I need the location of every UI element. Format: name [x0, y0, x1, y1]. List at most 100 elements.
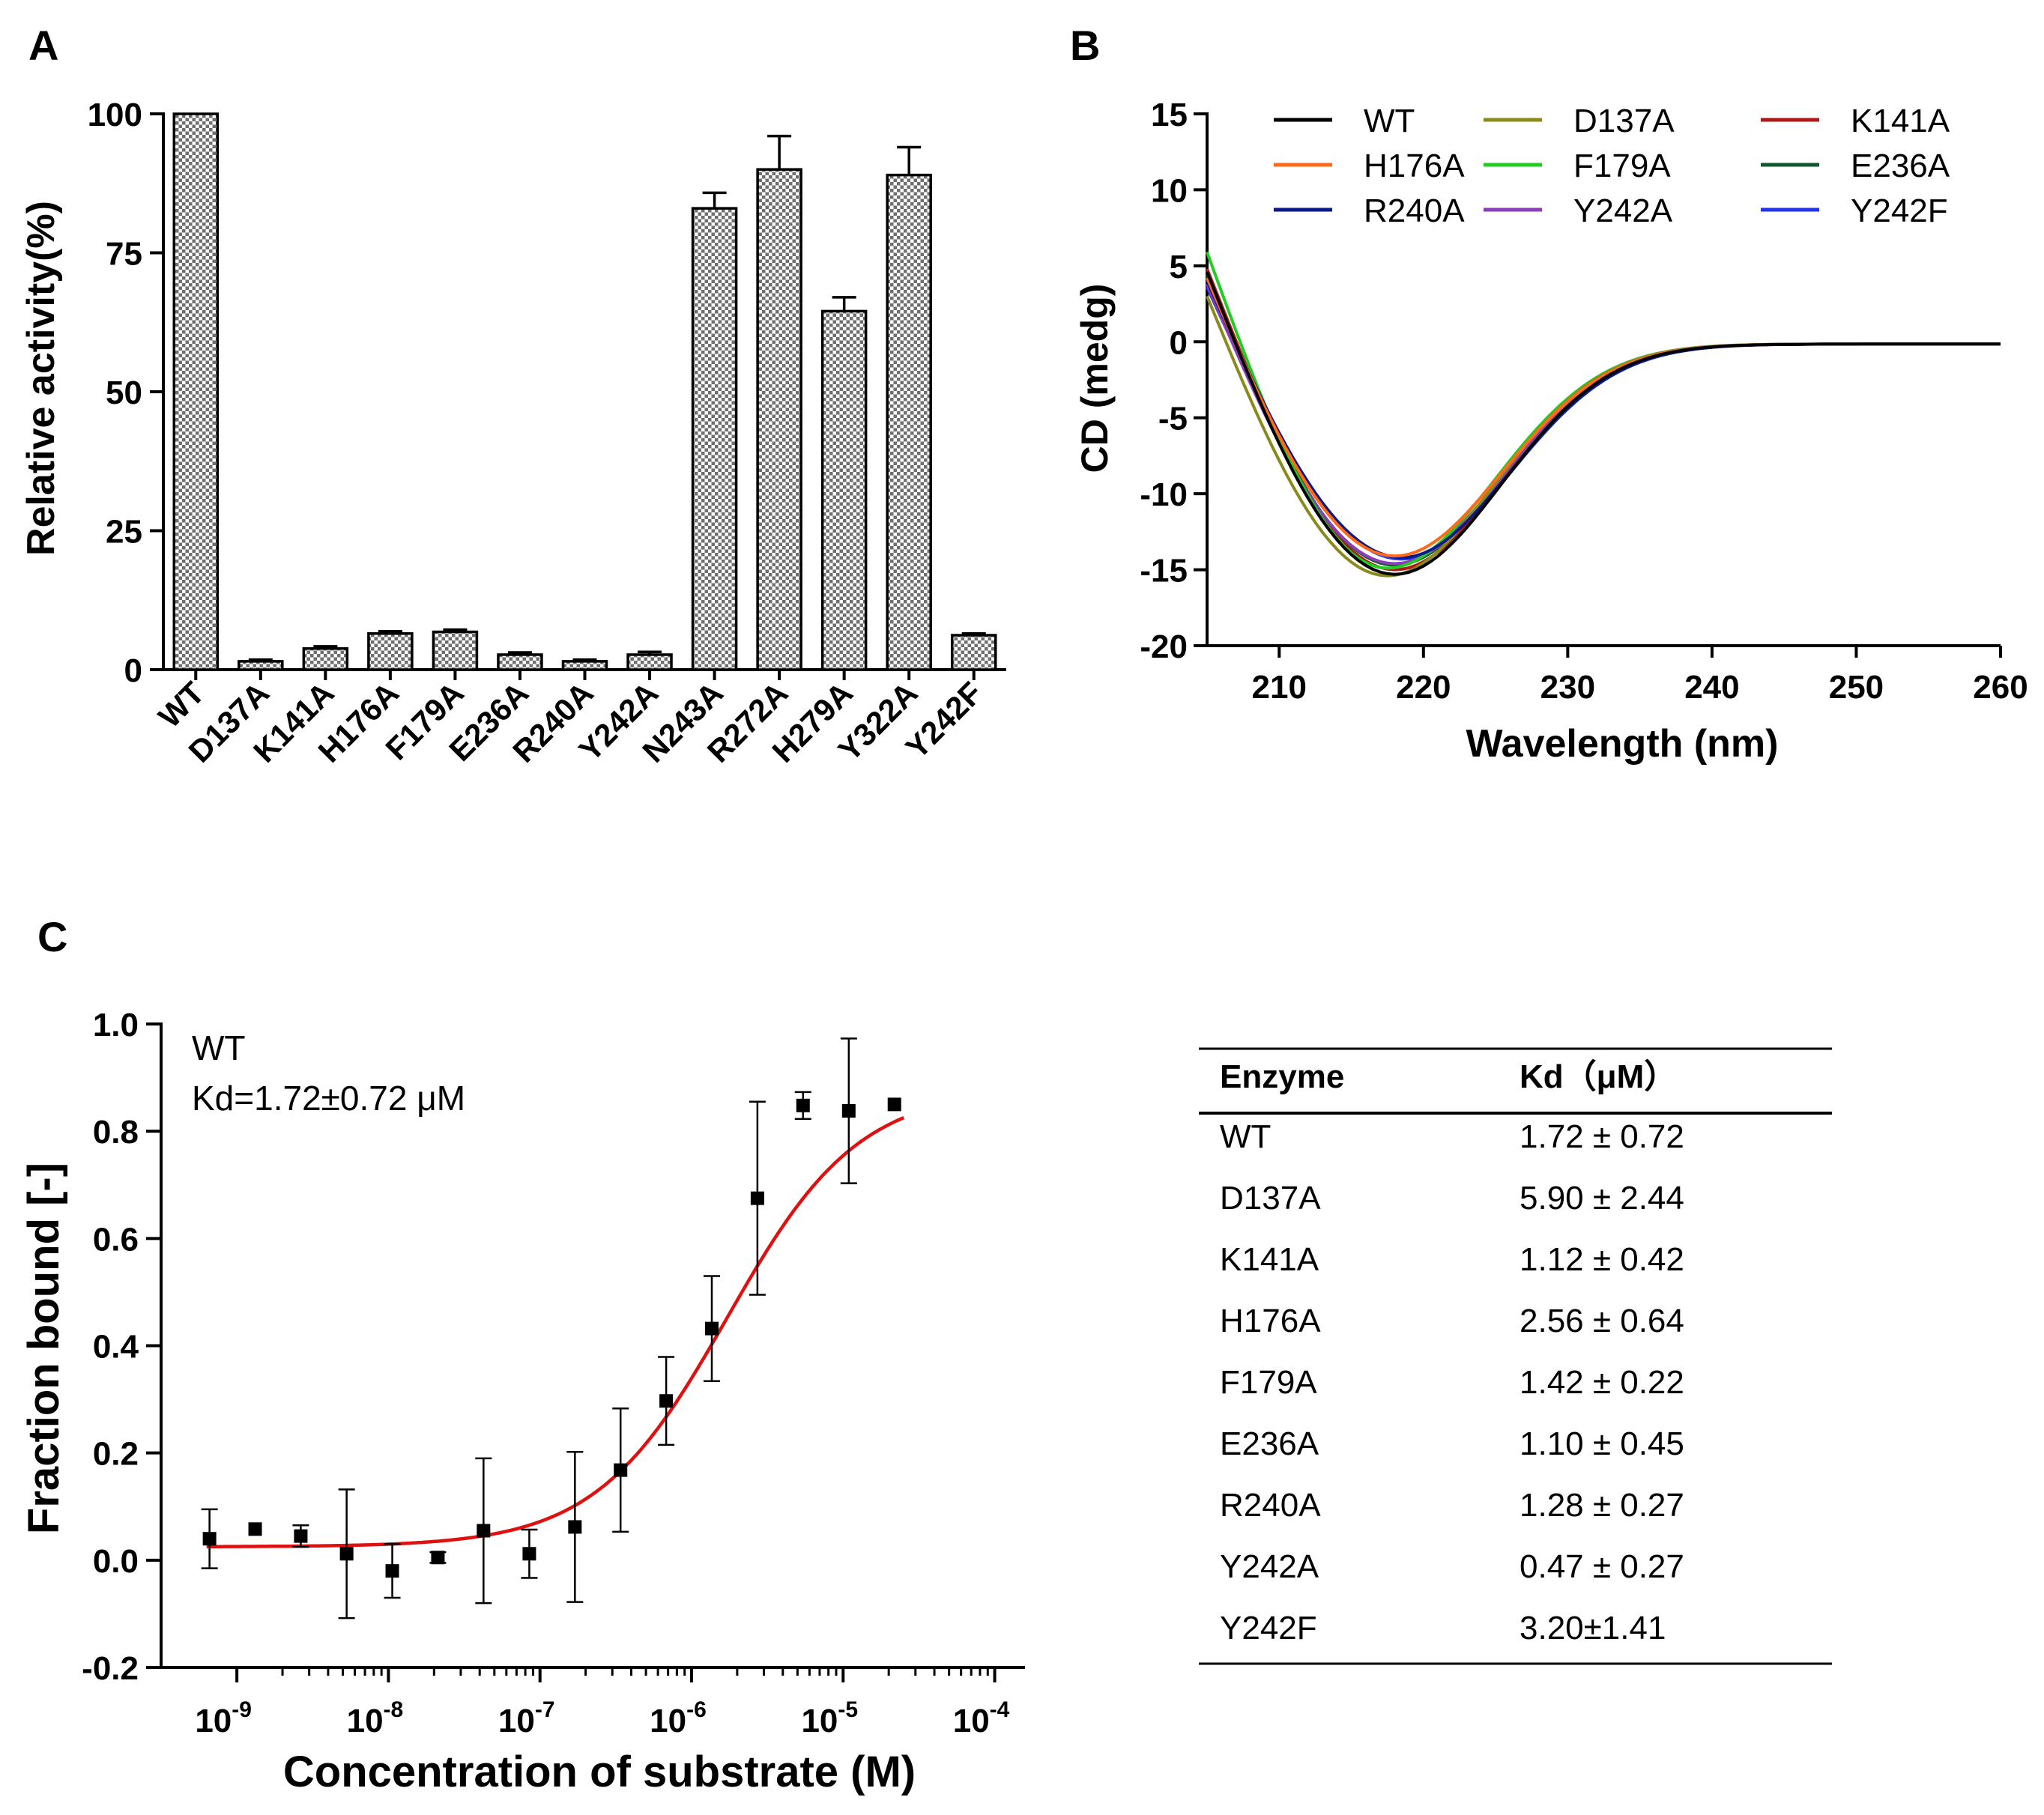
- cd-chart-y-tick-label: -15: [1140, 553, 1188, 590]
- bar-n243a: [691, 207, 738, 671]
- cd-legend-label-k141a: K141A: [1851, 103, 1950, 139]
- table-header-enzyme: Enzyme: [1220, 1058, 1344, 1095]
- cd-legend-label-y242f: Y242F: [1851, 193, 1948, 229]
- bar-y242a: [626, 653, 673, 671]
- bar-chart-relative-activity: Relative activity(%) 0255075100WTD137AK1…: [19, 97, 1006, 769]
- cd-chart-ylabel: CD (medg): [1074, 284, 1116, 473]
- cd-chart-y-tick-label: 10: [1151, 172, 1188, 209]
- cd-chart-xlabel: Wavelength (nm): [1466, 722, 1779, 766]
- binding-point: [659, 1394, 674, 1408]
- binding-point: [750, 1191, 764, 1205]
- table-cell-enzyme: D137A: [1220, 1180, 1321, 1216]
- binding-point: [202, 1532, 217, 1546]
- binding-chart-y-tick-label: 0.6: [93, 1221, 139, 1258]
- binding-chart-xlabel: Concentration of substrate (M): [283, 1748, 916, 1796]
- cd-series-h176a: [1206, 277, 2001, 558]
- panel-label-c: C: [37, 913, 67, 960]
- cd-legend-label-e236a: E236A: [1851, 148, 1950, 184]
- binding-point: [477, 1524, 491, 1538]
- table-cell-enzyme: Y242F: [1220, 1610, 1317, 1646]
- binding-chart-x-tick-label: 10-9: [195, 1697, 252, 1739]
- binding-point: [339, 1547, 354, 1561]
- kd-table: Enzyme Kd（μM） WT 1.72 ± 0.72 D137A 5.90 ± 2…: [1199, 1047, 1832, 1665]
- table-cell-kd: 5.90 ± 2.44: [1520, 1180, 1684, 1216]
- bar-chart-y-tick-label: 50: [106, 375, 142, 411]
- cd-chart-y-tick-label: -20: [1140, 628, 1188, 665]
- cd-legend-label-wt: WT: [1364, 103, 1415, 139]
- table-cell-kd: 1.72 ± 0.72: [1520, 1118, 1684, 1155]
- binding-point: [614, 1463, 628, 1477]
- cd-chart-x-tick-label: 210: [1252, 669, 1307, 706]
- cd-chart-y-tick-label: 0: [1170, 324, 1188, 361]
- bar-chart-y-tick-label: 100: [88, 97, 142, 133]
- binding-point: [385, 1564, 399, 1578]
- binding-point: [841, 1103, 856, 1118]
- bar-k141a: [302, 647, 349, 671]
- binding-chart-x-tick-label: 10-5: [801, 1697, 858, 1739]
- binding-fit-curve: [206, 1116, 905, 1548]
- binding-chart-x-tick-label: 10-4: [953, 1697, 1010, 1739]
- table-cell-kd: 1.28 ± 0.27: [1520, 1487, 1684, 1524]
- binding-point: [887, 1097, 901, 1112]
- bar-chart-y-tick-label: 75: [106, 236, 142, 273]
- cd-series-wt: [1206, 271, 2001, 576]
- bar-y242f: [950, 634, 997, 671]
- table-cell-enzyme: Y242A: [1220, 1548, 1319, 1585]
- binding-chart-y-tick-label: 1.0: [93, 1007, 139, 1043]
- binding-annotation-line1: WT: [192, 1028, 246, 1067]
- table-cell-enzyme: WT: [1220, 1118, 1271, 1155]
- bar-r240a: [561, 660, 608, 671]
- table-header-kd: Kd（μM）: [1520, 1058, 1677, 1095]
- panel-label-a: A: [28, 22, 58, 69]
- cd-chart-x-tick-label: 220: [1396, 669, 1451, 706]
- bar-chart-y-tick-label: 0: [124, 652, 142, 689]
- binding-point: [522, 1547, 536, 1561]
- binding-point: [248, 1522, 262, 1536]
- bar-wt: [172, 112, 220, 671]
- binding-chart-y-tick-label: 0.8: [93, 1114, 139, 1151]
- cd-series-d137a: [1206, 295, 2001, 578]
- table-cell-enzyme: K141A: [1220, 1241, 1319, 1278]
- table-cell-enzyme: F179A: [1220, 1364, 1317, 1401]
- cd-legend-label-f179a: F179A: [1573, 148, 1671, 184]
- table-cell-kd: 1.42 ± 0.22: [1520, 1364, 1684, 1401]
- cd-chart-x-tick-label: 250: [1829, 669, 1884, 706]
- bar-f179a: [432, 630, 479, 671]
- table-cell-kd: 0.47 ± 0.27: [1520, 1548, 1684, 1585]
- table-cell-kd: 2.56 ± 0.64: [1520, 1303, 1684, 1339]
- table-cell-kd: 3.20±1.41: [1520, 1610, 1666, 1646]
- bar-d137a: [238, 660, 284, 671]
- binding-chart-x-tick-label: 10-8: [347, 1697, 404, 1739]
- panel-label-b: B: [1070, 22, 1100, 69]
- table-cell-kd: 1.10 ± 0.45: [1520, 1425, 1684, 1462]
- table-cell-kd: 1.12 ± 0.42: [1520, 1241, 1684, 1278]
- binding-chart-y-tick-label: -0.2: [82, 1650, 139, 1687]
- binding-chart-x-tick-label: 10-6: [650, 1697, 707, 1739]
- cd-legend-label-r240a: R240A: [1364, 193, 1465, 229]
- binding-chart-ylabel: Fraction bound [-]: [19, 1163, 68, 1534]
- binding-annotation-line2: Kd=1.72±0.72 μM: [192, 1079, 465, 1118]
- binding-chart-x-tick-label: 10-7: [498, 1697, 555, 1739]
- binding-chart-y-tick-label: 0.4: [93, 1329, 139, 1366]
- cd-chart-y-tick-label: 15: [1151, 97, 1188, 133]
- cd-legend-label-d137a: D137A: [1573, 103, 1675, 139]
- binding-point: [294, 1529, 308, 1543]
- bar-h279a: [820, 309, 868, 671]
- bar-y322a: [886, 173, 932, 671]
- binding-chart-y-tick-label: 0.0: [93, 1543, 139, 1580]
- bar-e236a: [497, 653, 543, 671]
- binding-chart-y-tick-label: 0.2: [93, 1436, 139, 1473]
- cd-legend-label-y242a: Y242A: [1573, 193, 1673, 229]
- cd-chart-y-tick-label: -5: [1158, 401, 1188, 437]
- table-cell-enzyme: H176A: [1220, 1303, 1321, 1339]
- table-cell-enzyme: R240A: [1220, 1487, 1321, 1524]
- cd-series-r240a: [1206, 280, 2001, 560]
- bar-chart-y-tick-label: 25: [106, 514, 142, 551]
- table-cell-enzyme: E236A: [1220, 1425, 1319, 1462]
- bar-r272a: [756, 168, 802, 671]
- cd-chart-x-tick-label: 260: [1973, 669, 2028, 706]
- bar-h176a: [367, 632, 414, 671]
- cd-chart-y-tick-label: 5: [1170, 249, 1188, 285]
- binding-point: [431, 1551, 445, 1565]
